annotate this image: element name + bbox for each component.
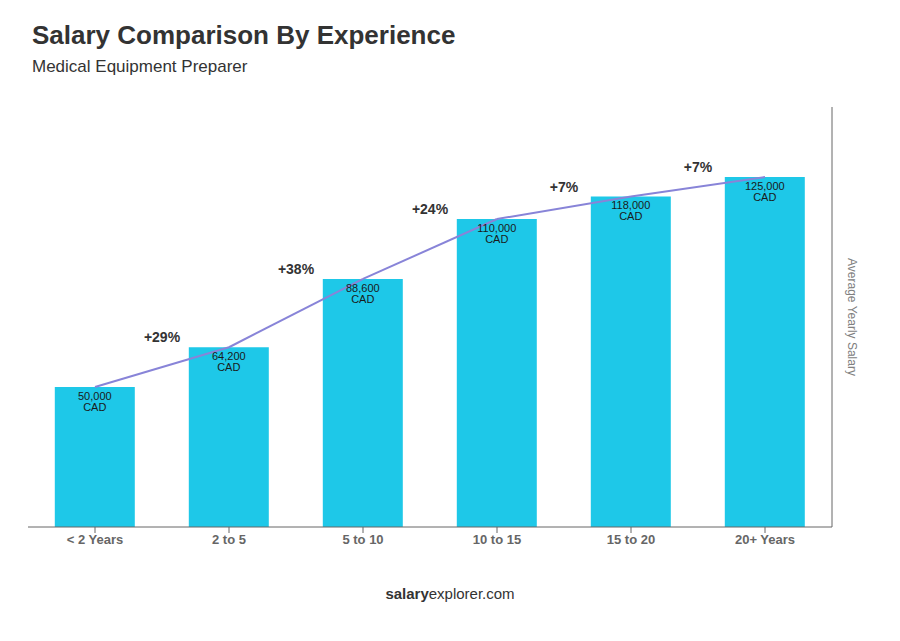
svg-text:50,000CAD: 50,000CAD bbox=[78, 390, 112, 413]
svg-text:110,000CAD: 110,000CAD bbox=[477, 222, 516, 245]
svg-text:118,000CAD: 118,000CAD bbox=[611, 199, 650, 222]
html-text:Medical Equipment Preparer: Medical Equipment Preparer bbox=[32, 57, 248, 76]
svg-text:+7%: +7% bbox=[550, 179, 579, 195]
svg-text:125,000CAD: 125,000CAD bbox=[745, 180, 785, 203]
svg-text:88,600CAD: 88,600CAD bbox=[346, 282, 380, 305]
svg-text:+24%: +24% bbox=[412, 201, 449, 217]
svg-text:+7%: +7% bbox=[684, 159, 713, 175]
svg-text:5 to 10: 5 to 10 bbox=[342, 532, 383, 547]
svg-text:10 to 15: 10 to 15 bbox=[473, 532, 521, 547]
svg-text:+38%: +38% bbox=[278, 261, 315, 277]
html-text:salary explorer.com: salary explorer.com bbox=[385, 585, 515, 602]
svg-text:Average Yearly Salary: Average Yearly Salary bbox=[845, 258, 859, 376]
svg-text:20+ Years: 20+ Years bbox=[735, 532, 795, 547]
svg-text:2 to 5: 2 to 5 bbox=[212, 532, 246, 547]
svg-text:64,200CAD: 64,200CAD bbox=[212, 350, 246, 373]
svg-text:15 to 20: 15 to 20 bbox=[607, 532, 655, 547]
svg-text:< 2 Years: < 2 Years bbox=[67, 532, 124, 547]
html-text:Salary Comparison By Experienc: Salary Comparison By Experience bbox=[32, 20, 456, 50]
svg-text:+29%: +29% bbox=[144, 329, 181, 345]
